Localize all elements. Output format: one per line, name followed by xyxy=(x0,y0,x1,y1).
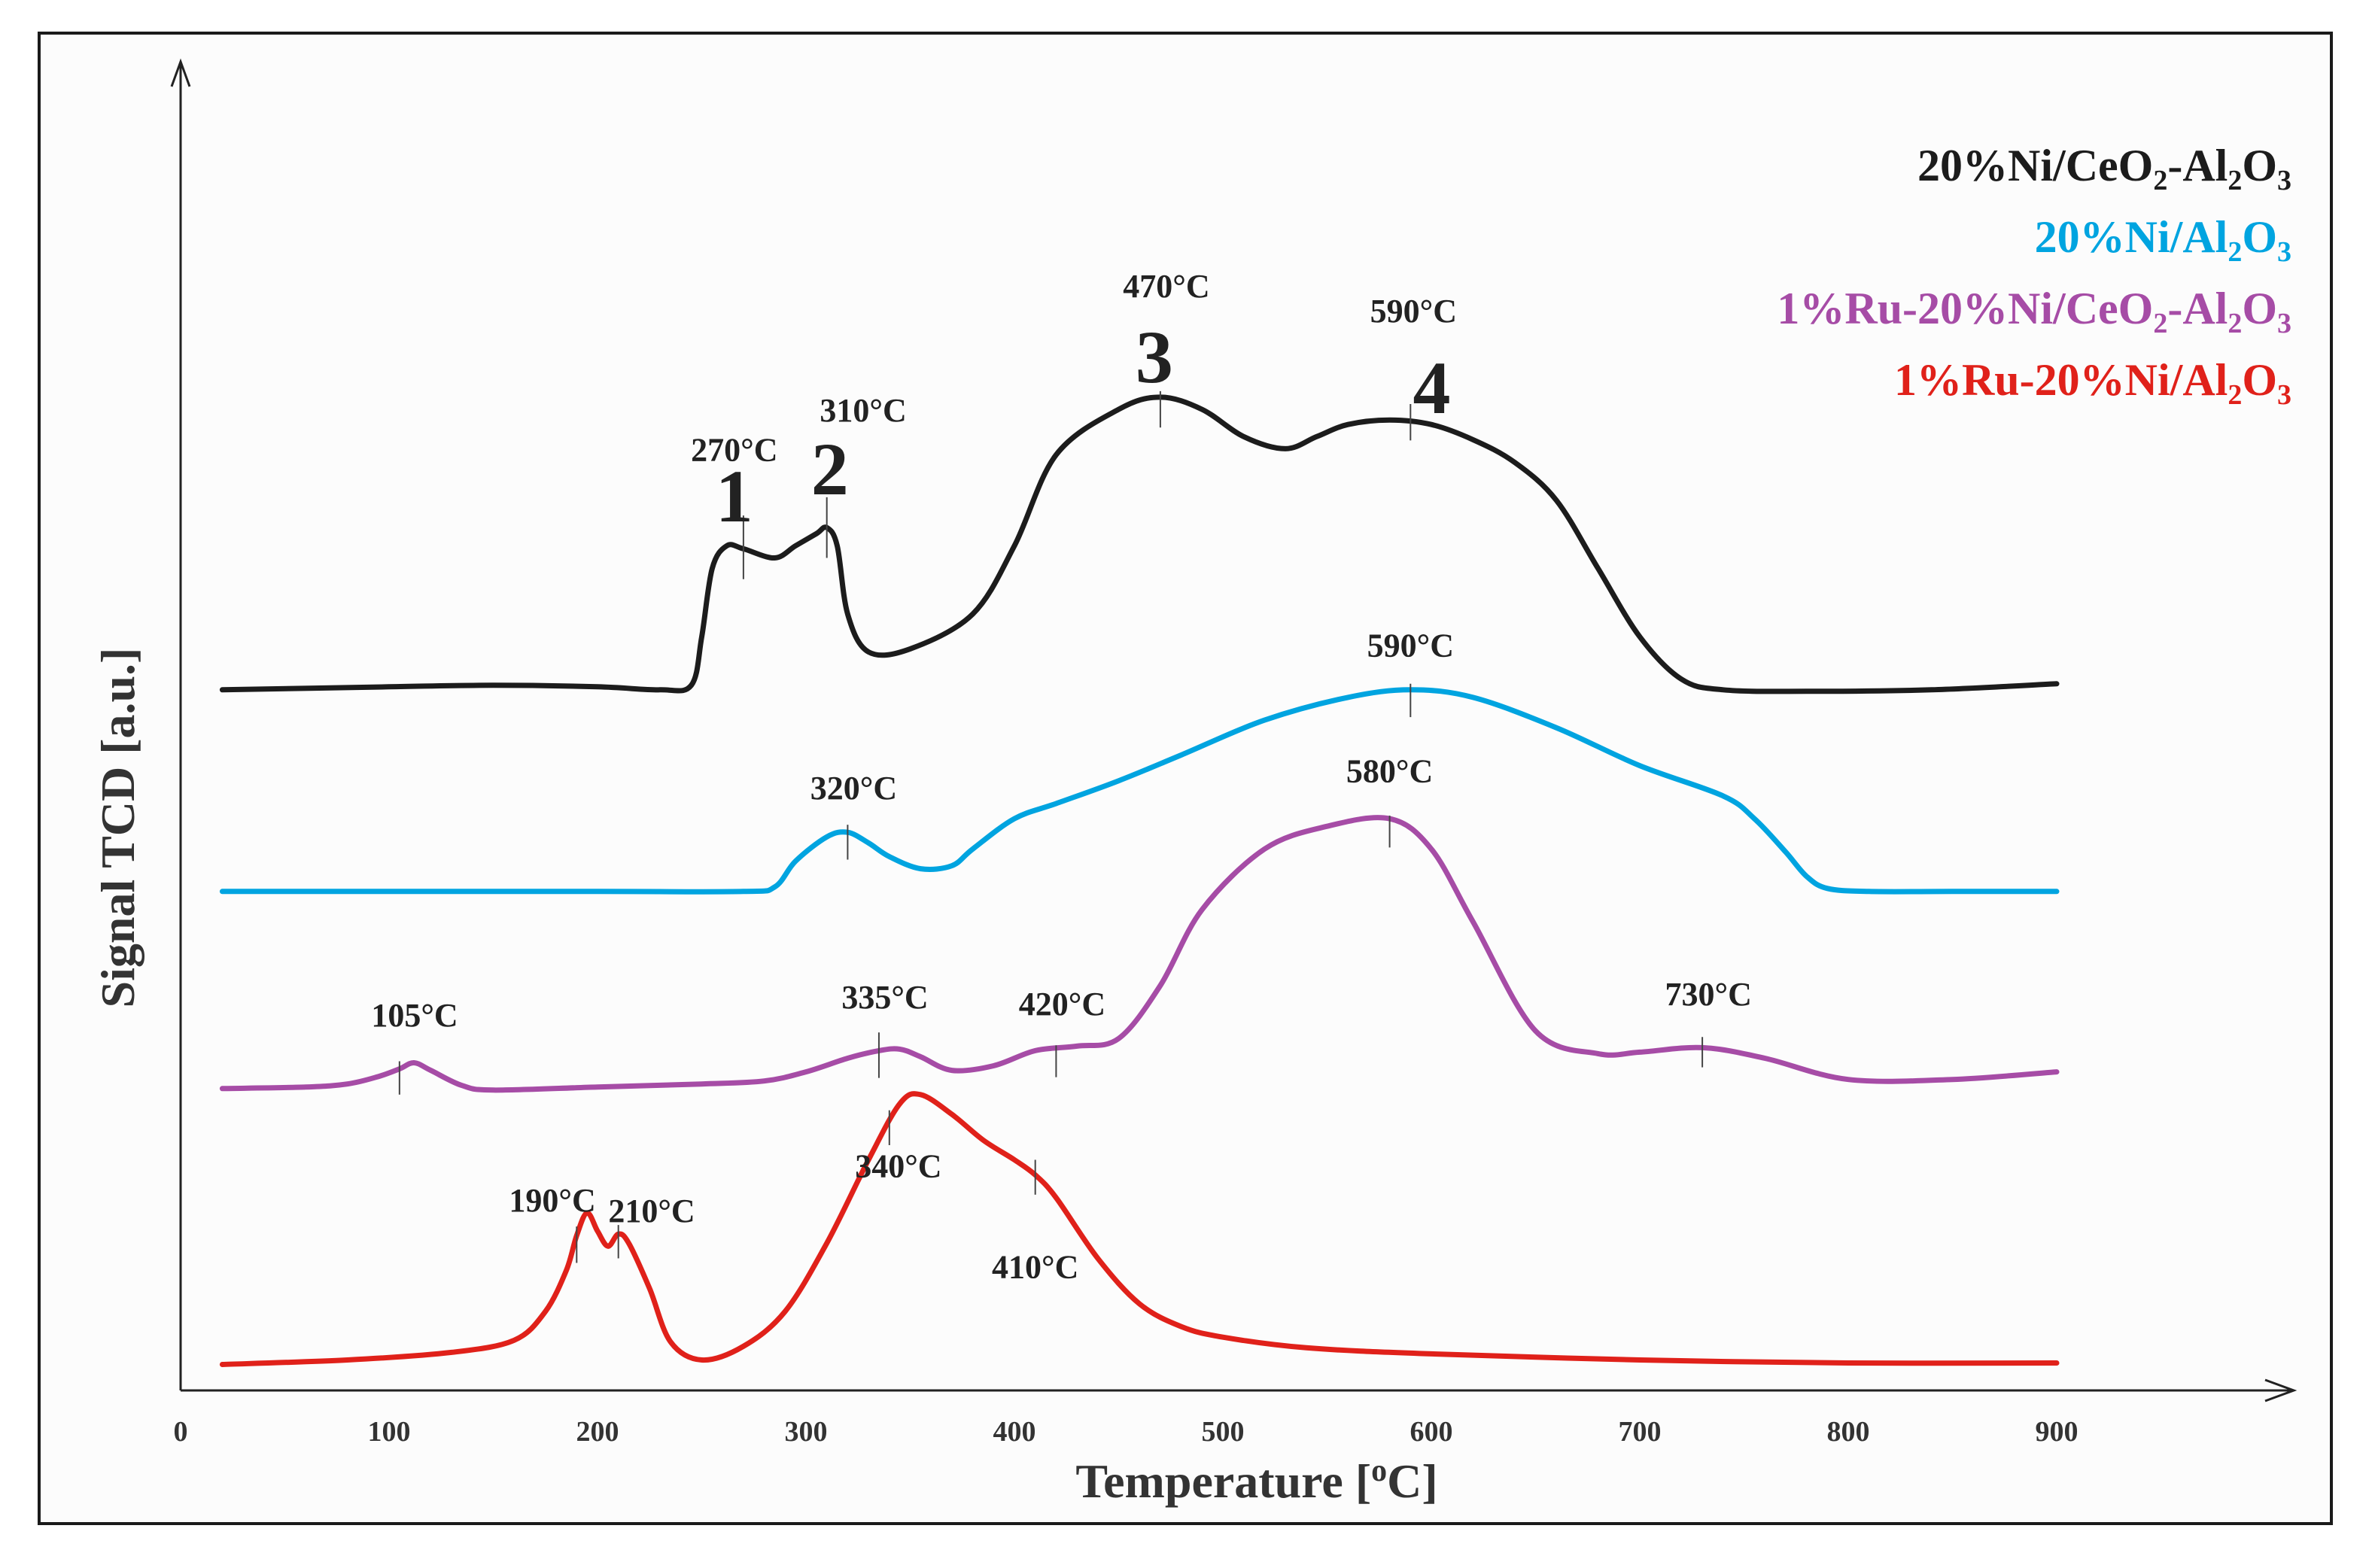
legend-entry-part: O xyxy=(2242,212,2277,262)
x-axis-label-part-3: C] xyxy=(1387,1454,1438,1508)
series-3-peak-label: 580°C xyxy=(1346,753,1433,790)
series-1-peak-label: 270°C xyxy=(691,432,777,469)
series-3-peak-label: 420°C xyxy=(1019,986,1105,1023)
legend-entry-part: O xyxy=(2242,284,2277,333)
legend-entry-1: 20%Ni/CeO2-Al2O3 xyxy=(1917,141,2291,196)
x-tick-label: 900 xyxy=(2036,1416,2079,1448)
legend-entry-part: O xyxy=(2242,355,2277,405)
legend-entry-part: 2 xyxy=(2228,379,2242,411)
curves xyxy=(219,394,2060,1367)
x-tick-labels: 0 100 200 300 400 500 600 700 800 900 xyxy=(174,1416,2079,1448)
x-axis-label-part-1: Temperature [ xyxy=(1075,1454,1371,1508)
y-axis-label: Signal TCD [a.u.] xyxy=(91,648,144,1008)
legend-entry-part: -Al xyxy=(2167,284,2228,333)
series-1-peak-label: 310°C xyxy=(820,392,906,429)
peak-annotations: 270°C1 310°C2 470°C 3 590°C 4 320°C 590°C 105°C 3… xyxy=(371,268,1752,1286)
series-4-peak-label: 340°C xyxy=(855,1147,941,1184)
x-tick-label: 600 xyxy=(1410,1416,1453,1448)
legend-entry-part: 2 xyxy=(2228,165,2242,196)
x-tick-label: 800 xyxy=(1827,1416,1870,1448)
series-2-peak-label: 320°C xyxy=(810,770,897,807)
x-tick-label: 500 xyxy=(1202,1416,1245,1448)
legend-entry-part: 20%Ni/Al xyxy=(2035,212,2228,262)
legend-entry-part: O xyxy=(2242,141,2277,190)
legend-entry-part: 2 xyxy=(2153,308,2167,339)
legend-entry-part: 3 xyxy=(2277,379,2291,411)
legend-entry-part: 3 xyxy=(2277,308,2291,339)
x-tick-label: 700 xyxy=(1619,1416,1662,1448)
series-1-peak-label: 590°C xyxy=(1370,293,1457,330)
legend-entry-part: 2 xyxy=(2228,308,2242,339)
legend-entry-4: 1%Ru-20%Ni/Al2O3 xyxy=(1894,355,2291,411)
x-tick-label: 100 xyxy=(368,1416,411,1448)
x-axis-label-part-2: o xyxy=(1371,1454,1387,1488)
series-4-peak-label: 410°C xyxy=(992,1249,1078,1286)
legend: 20%Ni/CeO2-Al2O320%Ni/Al2O31%Ru-20%Ni/Ce… xyxy=(1777,141,2291,411)
legend-entry-part: 1%Ru-20%Ni/Al xyxy=(1894,355,2228,405)
series-1-peak-number: 1 xyxy=(716,454,753,538)
legend-entry-part: 3 xyxy=(2277,236,2291,268)
series-1-peak-number: 2 xyxy=(811,427,849,511)
legend-entry-part: 2 xyxy=(2153,165,2167,196)
series-1-peak-number: 4 xyxy=(1413,346,1451,430)
series-3-curve xyxy=(219,815,2060,1093)
x-axis-arrow xyxy=(2264,1378,2297,1402)
series-3-peak-label: 335°C xyxy=(841,979,928,1016)
x-tick-label: 200 xyxy=(576,1416,619,1448)
legend-entry-part: 20%Ni/CeO xyxy=(1917,141,2153,190)
figure-frame xyxy=(38,32,2333,1525)
series-4-curve xyxy=(219,1091,2060,1367)
series-2-curve xyxy=(219,687,2060,895)
x-axis-label: Temperature [oC] xyxy=(1075,1454,1437,1508)
legend-entry-part: -Al xyxy=(2167,141,2228,190)
legend-entry-part: 1%Ru-20%Ni/CeO xyxy=(1777,284,2153,333)
series-4-peak-label: 210°C xyxy=(608,1193,695,1229)
legend-entry-3: 1%Ru-20%Ni/CeO2-Al2O3 xyxy=(1777,284,2291,339)
x-tick-label: 400 xyxy=(993,1416,1036,1448)
y-axis-arrow xyxy=(170,58,191,87)
series-2-peak-label: 590°C xyxy=(1367,627,1454,664)
legend-entry-2: 20%Ni/Al2O3 xyxy=(2035,212,2291,268)
legend-entry-part: 2 xyxy=(2228,236,2242,268)
x-tick-label: 0 xyxy=(174,1416,188,1448)
x-tick-label: 300 xyxy=(785,1416,828,1448)
series-3-peak-label: 105°C xyxy=(371,997,458,1034)
series-1-curve xyxy=(219,394,2060,694)
axes xyxy=(170,58,2297,1402)
series-1-peak-number: 3 xyxy=(1136,315,1173,399)
series-4-peak-label: 190°C xyxy=(509,1182,595,1219)
series-1-peak-label: 470°C xyxy=(1123,268,1209,305)
series-3-peak-label: 730°C xyxy=(1665,976,1751,1013)
legend-entry-part: 3 xyxy=(2277,165,2291,196)
